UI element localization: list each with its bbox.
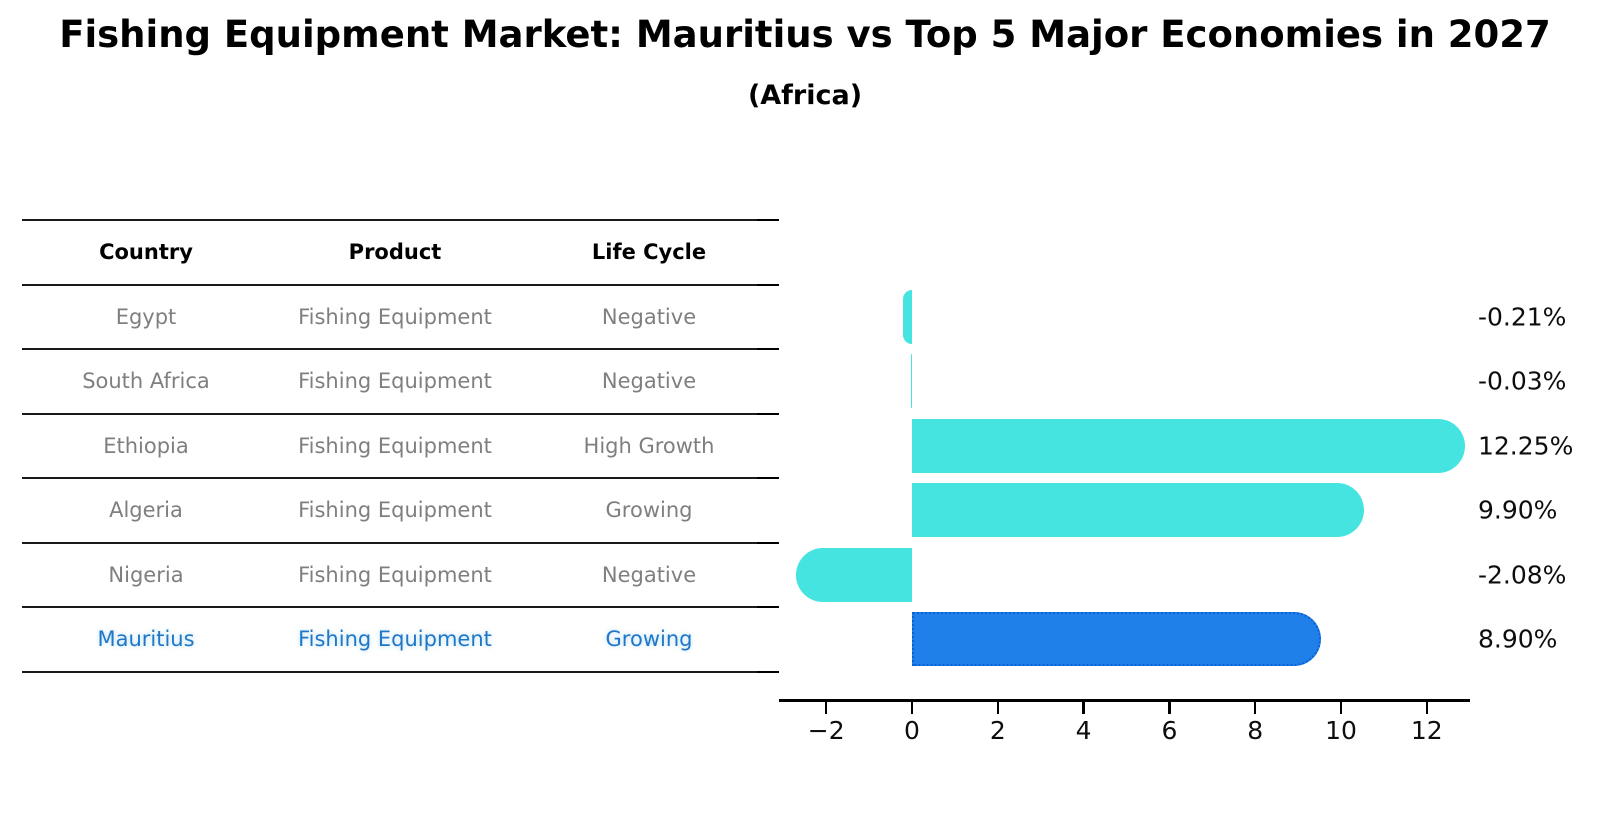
row-country: Ethiopia xyxy=(103,433,189,458)
y-axis-tick xyxy=(757,477,779,480)
x-axis-tick xyxy=(910,702,914,714)
row-life-cycle: Negative xyxy=(601,369,697,394)
x-axis-tick xyxy=(1253,702,1257,714)
y-axis-tick xyxy=(757,348,779,351)
x-axis-tick-label: 12 xyxy=(1410,716,1443,745)
y-axis-tick xyxy=(757,283,779,286)
y-axis-tick xyxy=(757,541,779,544)
x-axis-tick-label: 8 xyxy=(1247,716,1264,745)
bar-egypt xyxy=(902,289,912,344)
table-row-separator xyxy=(22,541,766,544)
row-product: Fishing Equipment xyxy=(298,627,492,652)
row-product: Fishing Equipment xyxy=(298,498,492,523)
bar-algeria xyxy=(912,483,1364,538)
table-row-separator xyxy=(22,477,766,479)
row-country: Algeria xyxy=(109,498,183,523)
bar-value-label: -0.21% xyxy=(1478,302,1567,332)
row-life-cycle: Growing xyxy=(605,498,693,523)
row-country: Egypt xyxy=(115,304,177,329)
table-row-separator xyxy=(22,283,766,286)
row-country: Mauritius xyxy=(97,627,195,652)
x-axis-tick xyxy=(1082,702,1085,714)
x-axis-tick xyxy=(824,702,828,714)
y-axis-tick xyxy=(757,412,779,415)
x-axis-tick-label: −2 xyxy=(807,716,845,745)
row-product: Fishing Equipment xyxy=(298,433,492,458)
y-axis-tick xyxy=(757,670,779,673)
x-axis-tick xyxy=(996,702,1000,714)
x-axis-tick xyxy=(1339,702,1343,714)
table-row-separator xyxy=(22,348,766,350)
bar-value-label: -0.03% xyxy=(1478,366,1567,396)
row-life-cycle: High Growth xyxy=(583,433,715,458)
bar-mauritius xyxy=(912,612,1321,667)
bar-value-label: 8.90% xyxy=(1478,624,1558,654)
bar-south-africa xyxy=(910,354,912,409)
table-row-separator xyxy=(22,219,766,221)
row-country: South Africa xyxy=(82,369,210,394)
row-life-cycle: Growing xyxy=(605,627,693,652)
row-life-cycle: Negative xyxy=(601,304,697,329)
row-product: Fishing Equipment xyxy=(298,562,492,587)
row-life-cycle: Negative xyxy=(601,562,697,587)
x-axis-tick-label: 2 xyxy=(989,716,1006,745)
page-title: Fishing Equipment Market: Mauritius vs T… xyxy=(59,13,1551,56)
table-row-separator xyxy=(22,606,766,608)
column-header-country: Country xyxy=(99,240,193,265)
bar-ethiopia xyxy=(912,418,1465,473)
table-row-separator xyxy=(22,412,766,415)
column-header-life-cycle: Life Cycle xyxy=(591,240,707,265)
x-axis-tick-label: 6 xyxy=(1161,716,1178,745)
bar-value-label: -2.08% xyxy=(1478,560,1567,590)
x-axis-tick xyxy=(1425,702,1429,714)
table-row-separator xyxy=(22,670,766,673)
row-product: Fishing Equipment xyxy=(298,304,492,329)
column-header-product: Product xyxy=(348,240,442,265)
x-axis-tick-label: 4 xyxy=(1075,716,1092,745)
x-axis-tick-label: 0 xyxy=(904,716,920,745)
bar-value-label: 12.25% xyxy=(1478,431,1574,461)
y-axis-tick xyxy=(757,219,779,222)
x-axis-tick-label: 10 xyxy=(1325,716,1357,745)
bar-nigeria xyxy=(795,547,912,602)
row-country: Nigeria xyxy=(108,562,184,587)
y-axis-tick xyxy=(757,606,779,609)
x-axis-tick xyxy=(1168,702,1171,714)
page-subtitle: (Africa) xyxy=(747,80,863,111)
x-axis-line xyxy=(779,699,1470,702)
bar-value-label: 9.90% xyxy=(1478,495,1558,525)
row-product: Fishing Equipment xyxy=(298,369,492,394)
